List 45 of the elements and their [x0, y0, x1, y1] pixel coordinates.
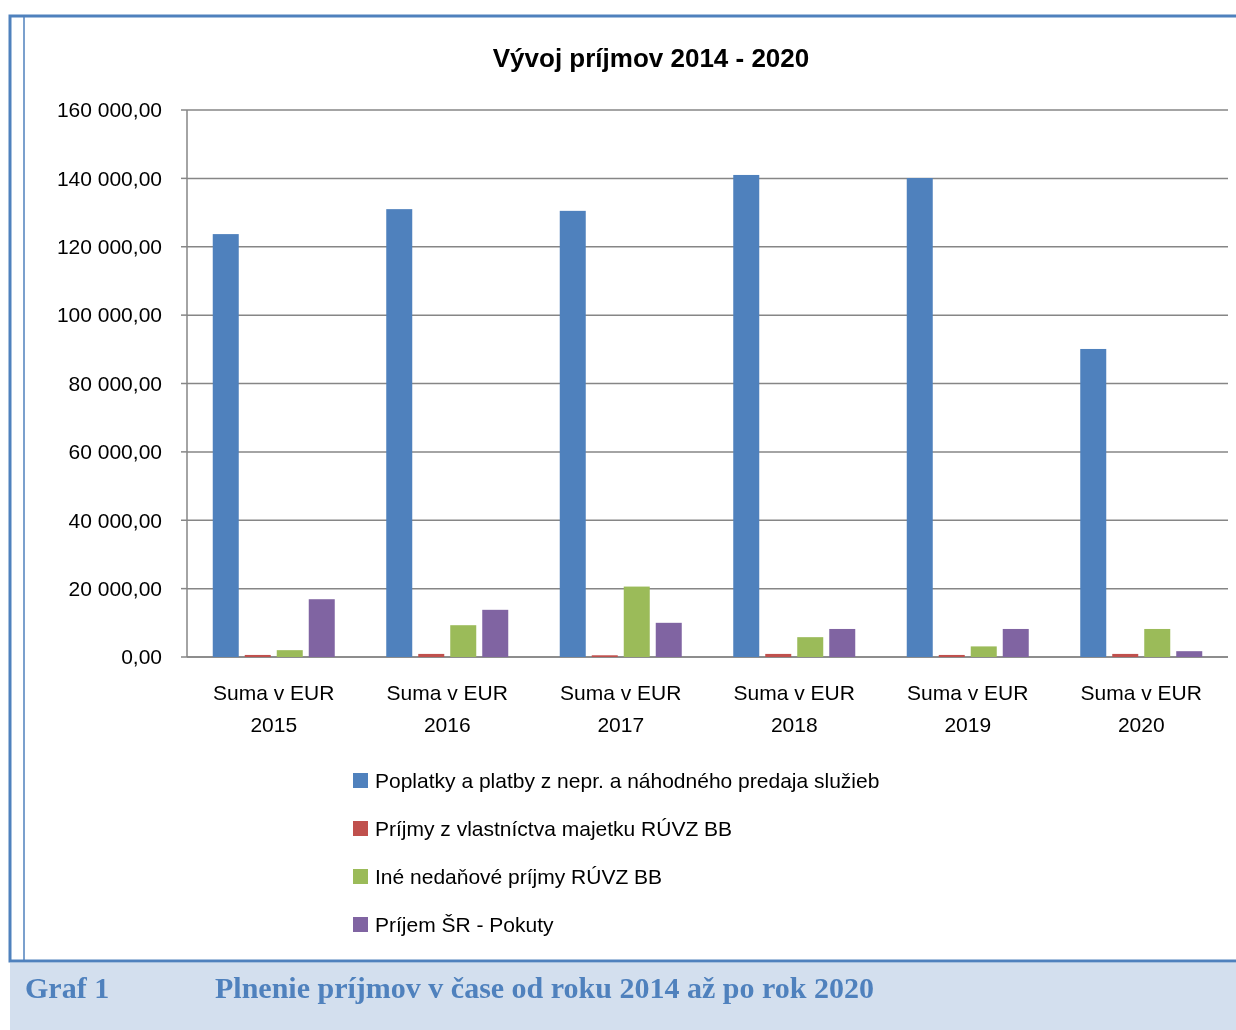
legend-label: Príjmy z vlastníctva majetku RÚVZ BB	[375, 817, 733, 841]
bar	[276, 650, 303, 657]
bar	[418, 653, 445, 657]
legend-label: Príjem ŠR - Pokuty	[375, 913, 555, 937]
bar	[1112, 653, 1139, 657]
y-tick-label: 80 000,00	[68, 371, 162, 395]
bar	[765, 653, 792, 657]
bar	[1080, 348, 1107, 657]
bar	[970, 646, 997, 657]
bar	[386, 209, 413, 657]
chart-title: Vývoj príjmov 2014 - 2020	[492, 43, 810, 73]
x-tick-label: Suma v EUR 2018	[733, 681, 855, 736]
bar	[308, 599, 335, 657]
x-tick-label: Suma v EUR 2016	[386, 681, 508, 736]
bar	[655, 622, 682, 657]
legend-label: Poplatky a platby z nepr. a náhodného predaja služieb	[375, 769, 880, 793]
bar	[482, 609, 509, 657]
y-tick-label: 40 000,00	[68, 508, 162, 532]
bar	[829, 628, 856, 657]
bar	[212, 234, 239, 657]
bar	[1002, 628, 1029, 657]
bar	[559, 210, 586, 657]
y-tick-label: 140 000,00	[56, 166, 162, 190]
bar	[938, 654, 965, 657]
bar	[906, 178, 933, 657]
bar	[1144, 628, 1171, 657]
y-tick-label: 100 000,00	[56, 303, 162, 327]
text: Plnenie príjmov v čase od roku 2014 až po rok 2020	[215, 971, 874, 1004]
x-tick-label: Suma v EUR 2020	[1080, 681, 1202, 736]
bar	[733, 174, 760, 657]
bar	[797, 637, 824, 657]
y-tick-label: 0,00	[121, 645, 162, 669]
bar	[1176, 651, 1203, 657]
bar	[623, 586, 650, 657]
bar	[244, 654, 271, 657]
x-tick-label: Suma v EUR 2015	[213, 681, 335, 736]
x-tick-label: Suma v EUR 2017	[560, 681, 682, 736]
x-tick-label: Suma v EUR 2019	[907, 681, 1029, 736]
y-tick-label: 60 000,00	[68, 440, 162, 464]
y-tick-label: 120 000,00	[56, 235, 162, 259]
y-tick-label: 160 000,00	[56, 98, 162, 122]
y-tick-label: 20 000,00	[68, 576, 162, 600]
bar	[450, 625, 477, 657]
text: Graf 1	[25, 971, 110, 1004]
legend-label: Iné nedaňové príjmy RÚVZ BB	[375, 865, 663, 889]
